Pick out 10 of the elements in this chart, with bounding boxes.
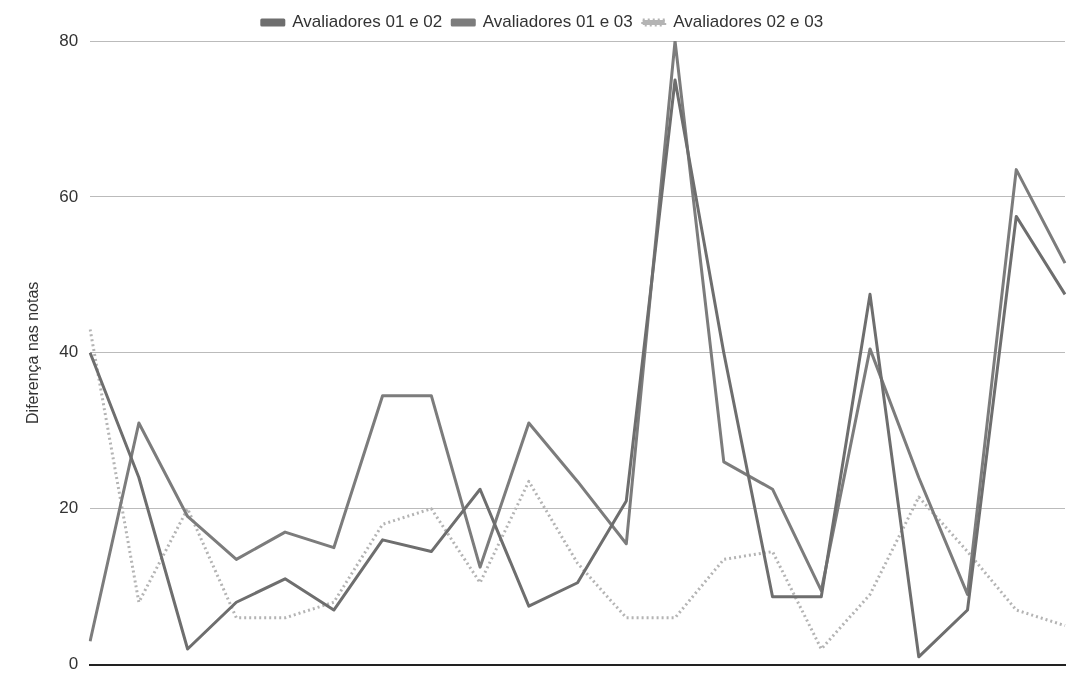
y-tick-label: 0 bbox=[68, 654, 79, 674]
legend-label: Avaliadores 01 e 02 bbox=[292, 12, 443, 32]
legend-label: Avaliadores 02 e 03 bbox=[673, 12, 824, 32]
y-tick-label: 20 bbox=[59, 498, 79, 518]
y-axis-title: Diferença nas notas bbox=[24, 281, 42, 424]
line-series bbox=[88, 327, 1067, 651]
y-tick-label: 60 bbox=[59, 186, 79, 206]
y-tick-label: 40 bbox=[59, 342, 79, 362]
legend-label: Avaliadores 01 e 03 bbox=[482, 12, 633, 32]
y-tick-label: 80 bbox=[59, 30, 79, 50]
